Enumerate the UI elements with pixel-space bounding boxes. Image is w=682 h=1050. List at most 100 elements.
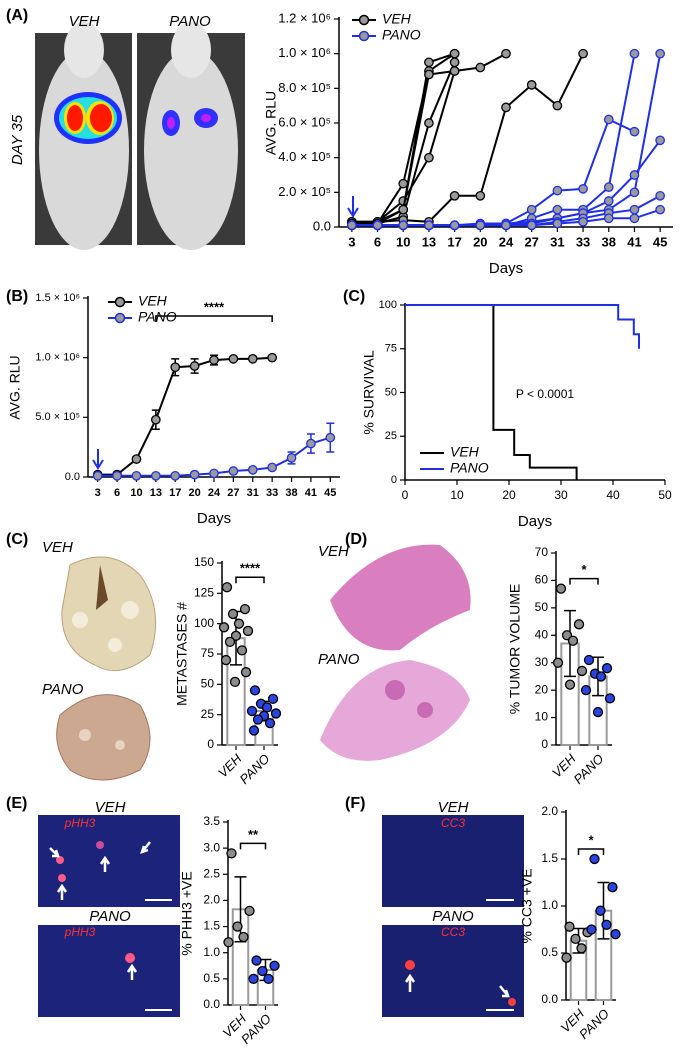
data-point	[238, 931, 249, 943]
data-point	[267, 693, 279, 705]
point	[603, 213, 614, 224]
mouse-images	[35, 22, 245, 250]
significance-bracket	[155, 315, 273, 322]
survival-line	[405, 304, 640, 349]
point	[306, 438, 316, 449]
data-point	[242, 625, 254, 637]
line	[351, 53, 636, 227]
point	[655, 135, 666, 146]
y-tick-label: 0	[207, 737, 214, 751]
point	[629, 170, 640, 180]
data-point	[257, 965, 268, 977]
x-tick-label: 10	[396, 234, 410, 249]
x-tick-label: 13	[422, 234, 436, 249]
cell	[405, 960, 415, 970]
tumor	[385, 680, 405, 700]
x-tick-label: 6	[374, 234, 381, 249]
y-tick-label: 1.0 × 10⁶	[278, 45, 331, 60]
x-tick-label: 31	[550, 234, 564, 249]
heat-blob	[67, 105, 83, 131]
panel-label: (A)	[6, 7, 28, 24]
point	[475, 220, 486, 231]
image-label: VEH	[42, 539, 73, 556]
data-point	[595, 905, 606, 916]
arrows	[404, 973, 510, 998]
point	[501, 48, 511, 59]
point	[629, 204, 640, 215]
y-tick-label: 2.0	[203, 893, 220, 907]
x-tick-label: 6	[114, 487, 120, 499]
point	[501, 102, 511, 113]
y-tick-label: 1.5	[203, 919, 220, 933]
point	[424, 118, 434, 128]
x-tick-label: 50	[658, 488, 672, 502]
point	[346, 220, 357, 231]
y-axis-label: METASTASES #	[174, 602, 190, 706]
cell	[56, 856, 64, 864]
point	[92, 470, 103, 481]
legend-label: VEH	[450, 444, 480, 460]
x-tick-label: 27	[227, 487, 239, 499]
point	[629, 187, 640, 198]
point	[424, 152, 434, 163]
data-point	[586, 924, 597, 935]
point	[578, 184, 588, 194]
y-tick-label: 40	[535, 627, 549, 641]
y-tick-label: 2.0 × 10⁵	[278, 184, 331, 199]
image-label: CC3	[441, 925, 465, 939]
data-point	[229, 676, 241, 688]
nodule	[108, 638, 122, 652]
data-point	[564, 679, 576, 690]
y-tick-label: 25	[201, 707, 215, 721]
y-tick-label: 0.0	[203, 997, 220, 1011]
point	[372, 220, 383, 231]
y-tick-label: 2.5	[203, 866, 220, 880]
micrograph	[382, 815, 524, 907]
data-point	[604, 693, 616, 704]
point	[131, 470, 142, 481]
point	[150, 470, 161, 481]
point	[655, 48, 666, 59]
microscopy-f	[382, 815, 524, 1017]
data-point	[610, 929, 621, 940]
point	[629, 48, 640, 59]
x-tick-label: 20	[473, 234, 487, 249]
x-axis-label: Days	[489, 260, 523, 277]
heat-blob	[167, 117, 175, 129]
point	[424, 57, 434, 68]
image-label: VEH	[69, 13, 100, 30]
y-tick-label: 70	[535, 545, 549, 559]
data-point	[248, 973, 259, 985]
arrow	[92, 449, 104, 470]
lung-detail	[96, 565, 108, 610]
y-tick-label: 75	[385, 343, 397, 355]
cell	[508, 998, 516, 1006]
point	[424, 220, 434, 231]
point	[209, 355, 219, 365]
data-point	[564, 921, 575, 932]
point	[228, 466, 239, 476]
arrows	[49, 841, 151, 980]
microscopy-e	[38, 815, 180, 1017]
data-point	[246, 705, 258, 717]
x-tick-label: 31	[247, 487, 259, 499]
y-axis-label: % TUMOR VOLUME	[507, 584, 523, 714]
point	[247, 464, 258, 475]
heat-blob	[201, 114, 211, 122]
image-label: PANO	[42, 681, 84, 698]
cell	[125, 953, 135, 963]
point	[449, 57, 460, 68]
mouse-head	[171, 22, 211, 78]
y-axis-label: AVG. RLU	[263, 91, 279, 155]
panel-label: (C)	[343, 288, 365, 305]
heat-blob	[90, 104, 112, 132]
image-label: pHH3	[64, 816, 96, 830]
legend-marker	[358, 14, 370, 26]
line	[351, 53, 584, 223]
data-point	[249, 685, 261, 696]
point	[267, 352, 278, 363]
x-tick-label: PANO	[571, 751, 607, 787]
data-point	[220, 654, 232, 666]
point	[475, 62, 486, 73]
y-tick-label: 50	[201, 677, 215, 691]
